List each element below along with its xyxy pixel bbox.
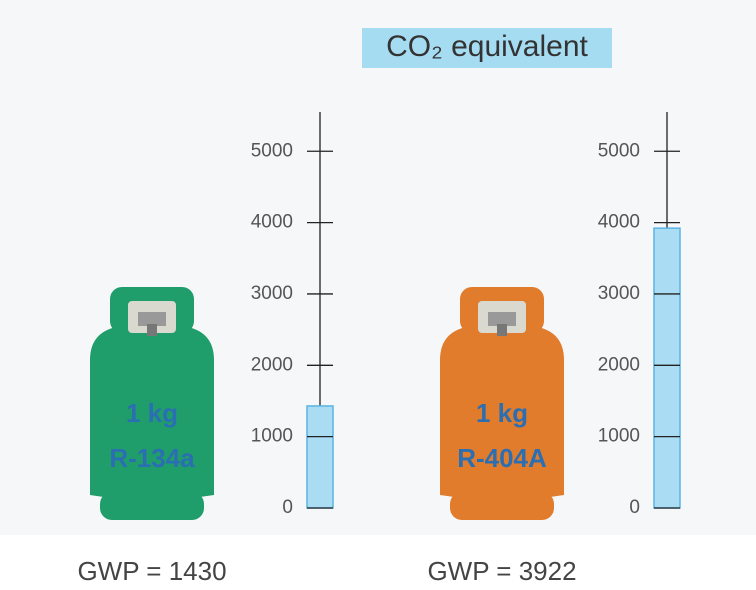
cylinder-valve: [138, 312, 166, 326]
title-highlight: [362, 28, 612, 68]
bar: [306, 405, 334, 509]
cylinder-label: R-134a: [109, 443, 195, 473]
y-tick-label: 2000: [598, 354, 640, 375]
value-label: GWP = 3922: [427, 556, 576, 586]
cylinder-valve-stem: [497, 324, 507, 336]
y-tick-label: 0: [282, 497, 293, 518]
cylinder-label: 1 kg: [476, 398, 528, 428]
y-tick-label: 5000: [598, 140, 640, 161]
y-tick-label: 2000: [251, 354, 293, 375]
bar: [653, 227, 681, 509]
cylinder-valve: [488, 312, 516, 326]
y-tick-label: 4000: [251, 212, 293, 233]
cylinder-body: [90, 326, 214, 500]
y-tick-label: 3000: [598, 283, 640, 304]
y-tick-label: 3000: [251, 283, 293, 304]
cylinder-valve-stem: [147, 324, 157, 336]
value-label: GWP = 1430: [77, 556, 226, 586]
cylinder-body: [440, 326, 564, 500]
y-tick-label: 0: [629, 497, 640, 518]
cylinder-label: 1 kg: [126, 398, 178, 428]
y-tick-label: 1000: [598, 426, 640, 447]
cylinder-label: R-404A: [457, 443, 547, 473]
y-tick-label: 5000: [251, 140, 293, 161]
y-tick-label: 4000: [598, 212, 640, 233]
y-tick-label: 1000: [251, 426, 293, 447]
chart-title: CO₂ equivalent: [386, 30, 588, 63]
